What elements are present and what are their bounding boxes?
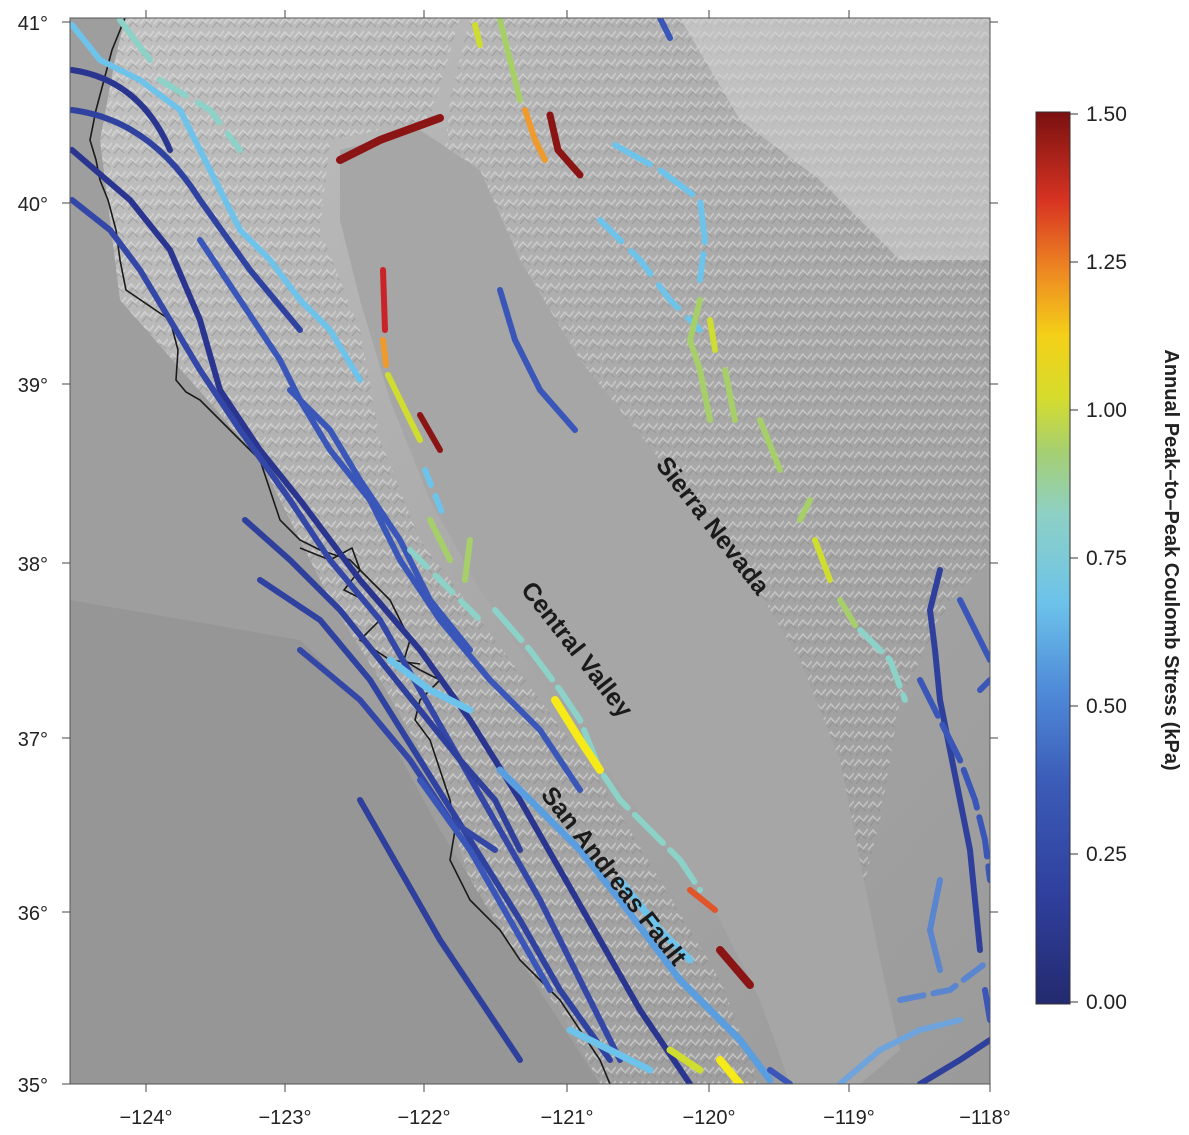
fault-segment	[612, 142, 709, 283]
x-tick-label: −120°	[682, 1107, 735, 1129]
fault-segment	[767, 1067, 793, 1084]
fault-segment	[417, 777, 553, 993]
fault-segment	[287, 387, 473, 653]
y-axis	[62, 21, 998, 1085]
y-tick-label: 38°	[18, 554, 48, 576]
fault-segment	[462, 537, 473, 583]
fault-segment	[707, 317, 718, 353]
colorbar-title: Annual Peak–to–Peak Coulomb Stress (kPa)	[1160, 349, 1182, 770]
y-tick-label: 39°	[18, 375, 48, 397]
fault-segment	[496, 766, 774, 1084]
x-tick-labels: −124° −123° −122° −121° −120° −119° −118…	[119, 1107, 1010, 1129]
fault-segment	[917, 1037, 990, 1084]
fault-segment	[716, 946, 754, 989]
fault-segment	[917, 677, 990, 883]
fault-segment	[757, 417, 783, 473]
fault-segment	[297, 647, 498, 853]
fault-segment	[492, 607, 703, 893]
fault-segment	[657, 18, 673, 41]
colorbar-scale	[1035, 111, 1071, 1005]
x-axis	[145, 10, 991, 1092]
x-tick-label: −119°	[823, 1107, 875, 1129]
fault-segment	[616, 876, 694, 964]
fault-segment	[497, 287, 578, 433]
fault-segment	[546, 111, 584, 179]
fault-segment	[857, 627, 908, 703]
map-frame	[69, 17, 991, 1085]
fault-segment	[666, 1046, 704, 1074]
fault-segment	[336, 114, 444, 164]
fault-segment	[897, 957, 990, 1003]
y-tick-label: 36°	[18, 903, 48, 925]
x-tick-label: −124°	[119, 1107, 172, 1129]
fault-segment	[422, 467, 448, 523]
fault-segments	[70, 18, 990, 1084]
fault-segment	[157, 77, 243, 153]
fault-segment	[722, 367, 738, 423]
fault-segment	[687, 887, 718, 913]
seafloor-shadow	[70, 600, 600, 1084]
fault-segment	[812, 537, 833, 583]
fault-segment	[497, 18, 523, 103]
great-basin-terrain	[680, 18, 990, 260]
fault-segment	[427, 517, 453, 563]
y-tick-label: 37°	[18, 729, 48, 751]
fault-segment	[597, 217, 703, 333]
x-tick-label: −123°	[258, 1107, 311, 1129]
fault-segment	[417, 412, 443, 453]
fault-segment	[472, 22, 483, 48]
y-tick-label: 35°	[18, 1075, 48, 1097]
fault-segment	[70, 67, 173, 153]
x-tick-label: −122°	[397, 1107, 450, 1129]
colorbar-tick-label: 1.50	[1086, 103, 1127, 126]
fault-segment	[386, 656, 474, 714]
x-tick-label: −118°	[959, 1107, 1011, 1129]
fault-segment	[522, 107, 548, 163]
fault-segment	[566, 1026, 654, 1074]
fault-segment	[70, 197, 623, 1063]
fault-segment	[837, 597, 858, 628]
y-tick-label: 40°	[18, 194, 48, 216]
fault-segment	[380, 267, 388, 333]
colorbar-tick-label: 0.75	[1086, 547, 1127, 570]
central-valley-area	[340, 130, 900, 1084]
colorbar-tick-label: 0.50	[1086, 695, 1127, 718]
colorbar-tick-label: 1.00	[1086, 399, 1127, 422]
fault-segment	[716, 1056, 744, 1084]
fault-segment	[551, 696, 604, 774]
fault-segment	[242, 517, 523, 853]
colorbar-tick-label: 1.25	[1086, 251, 1127, 274]
fault-segment	[797, 497, 813, 523]
colorbar: 1.50 1.25 1.00 0.75 0.50 0.25 0.00 Annua…	[1035, 103, 1182, 1014]
sierra-nevada-terrain	[440, 18, 990, 900]
coastline	[89, 18, 611, 1084]
fault-segment	[926, 567, 983, 953]
fault-segment	[257, 577, 613, 1063]
y-tick-label: 41°	[18, 13, 48, 35]
x-tick-label: −121°	[540, 1107, 593, 1129]
map-area: Central Valley Sierra Nevada San Andreas…	[70, 18, 990, 1084]
fault-segment	[70, 22, 363, 383]
fault-segment	[70, 147, 693, 1084]
fault-segment	[982, 987, 990, 1023]
fault-segment	[407, 547, 483, 623]
fault-segment	[837, 1017, 963, 1084]
colorbar-tick-label: 0.25	[1086, 843, 1127, 866]
fault-segment	[380, 337, 389, 368]
fault-segment	[686, 297, 713, 423]
fault-segment	[977, 677, 990, 693]
fault-segment	[957, 597, 990, 663]
colorbar-tick-label: 0.00	[1086, 991, 1127, 1014]
fault-segment	[117, 18, 153, 63]
fault-segment	[926, 877, 943, 973]
fault-segment	[385, 372, 423, 443]
fault-segment	[70, 107, 303, 333]
y-tick-labels: 41° 40° 39° 38° 37° 36° 35°	[18, 13, 48, 1097]
fault-segment	[357, 797, 523, 1063]
